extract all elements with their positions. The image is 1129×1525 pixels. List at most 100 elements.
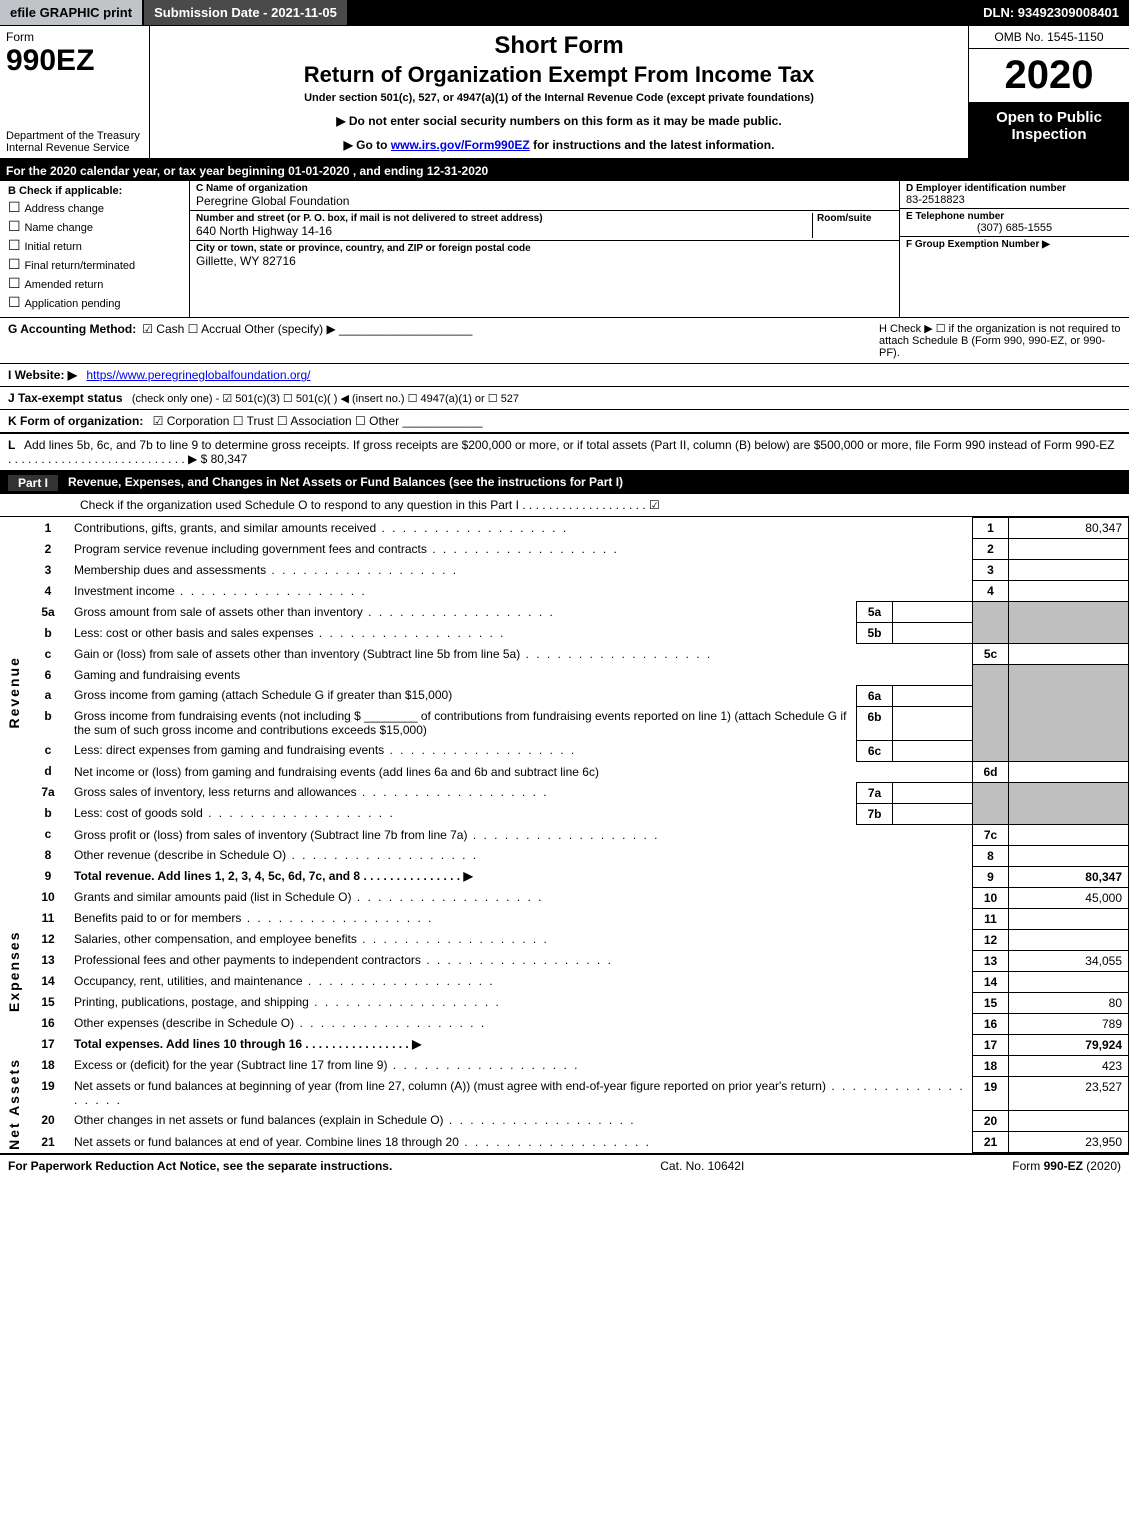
l19-rn: 19: [973, 1076, 1009, 1110]
l6d-desc: Net income or (loss) from gaming and fun…: [68, 761, 973, 782]
group-exemption-label: F Group Exemption Number ▶: [906, 239, 1123, 250]
group-exemption-cell: F Group Exemption Number ▶: [900, 237, 1129, 317]
row-j-body: (check only one) - ☑ 501(c)(3) ☐ 501(c)(…: [132, 393, 519, 405]
l3-rn: 3: [973, 560, 1009, 581]
tax-year: 2020: [969, 49, 1129, 103]
part1-label: Part I: [8, 475, 58, 491]
l5b-num: b: [28, 623, 68, 644]
address-label: Number and street (or P. O. box, if mail…: [196, 213, 808, 224]
l20-num: 20: [28, 1110, 68, 1131]
header-right: OMB No. 1545-1150 2020 Open to Public In…: [969, 26, 1129, 158]
l3-desc: Membership dues and assessments: [68, 560, 973, 581]
ein-label: D Employer identification number: [906, 183, 1123, 194]
row-k-body: ☑ Corporation ☐ Trust ☐ Association ☐ Ot…: [153, 414, 483, 428]
phone-value: (307) 685-1555: [906, 222, 1123, 234]
row-i: I Website: ▶ https//www.peregrineglobalf…: [0, 364, 1129, 387]
dept-label: Department of the Treasury Internal Reve…: [6, 130, 143, 154]
l6c-num: c: [28, 740, 68, 761]
city-label: City or town, state or province, country…: [196, 243, 893, 254]
section-a-text: For the 2020 calendar year, or tax year …: [6, 164, 488, 178]
l5ab-rn-shade: [973, 602, 1009, 644]
chk-initial-return[interactable]: Initial return: [8, 237, 181, 254]
l12-desc: Salaries, other compensation, and employ…: [68, 929, 973, 950]
l16-num: 16: [28, 1013, 68, 1034]
l6c-sc: 6c: [857, 740, 893, 761]
l21-desc: Net assets or fund balances at end of ye…: [68, 1132, 973, 1153]
l2-num: 2: [28, 539, 68, 560]
city-row: City or town, state or province, country…: [190, 241, 899, 270]
l21-rn: 21: [973, 1132, 1009, 1153]
l15-rn: 15: [973, 992, 1009, 1013]
row-k: K Form of organization: ☑ Corporation ☐ …: [0, 410, 1129, 434]
l21-num: 21: [28, 1132, 68, 1153]
chk-final-return[interactable]: Final return/terminated: [8, 256, 181, 273]
ein-value: 83-2518823: [906, 194, 1123, 206]
l1-desc: Contributions, gifts, grants, and simila…: [68, 518, 973, 539]
section-d-e-f: D Employer identification number 83-2518…: [899, 181, 1129, 317]
l2-rv: [1009, 539, 1129, 560]
l6b-desc: Gross income from fundraising events (no…: [68, 706, 857, 740]
l7b-sv: [893, 803, 973, 824]
info-block: B Check if applicable: Address change Na…: [0, 181, 1129, 318]
l6c-sv: [893, 740, 973, 761]
chk-amended-return[interactable]: Amended return: [8, 275, 181, 292]
l20-rv: [1009, 1110, 1129, 1131]
l16-rv: 789: [1009, 1013, 1129, 1034]
section-b-header: B Check if applicable:: [8, 185, 181, 197]
l12-rn: 12: [973, 929, 1009, 950]
l14-rn: 14: [973, 971, 1009, 992]
l12-num: 12: [28, 929, 68, 950]
submission-date-button[interactable]: Submission Date - 2021-11-05: [144, 0, 349, 25]
l5a-desc: Gross amount from sale of assets other t…: [68, 602, 857, 623]
l17-rv: 79,924: [1009, 1034, 1129, 1055]
l7b-desc: Less: cost of goods sold: [68, 803, 857, 824]
l14-num: 14: [28, 971, 68, 992]
l6b-num: b: [28, 706, 68, 740]
main-title: Return of Organization Exempt From Incom…: [158, 62, 960, 88]
row-i-label: I Website: ▶: [8, 368, 77, 382]
l18-rv: 423: [1009, 1055, 1129, 1076]
l5b-desc: Less: cost or other basis and sales expe…: [68, 623, 857, 644]
l17-desc-text: Total expenses. Add lines 10 through 16: [74, 1037, 302, 1051]
row-l-body: Add lines 5b, 6c, and 7b to line 9 to de…: [8, 438, 1115, 466]
l10-rv: 45,000: [1009, 887, 1129, 908]
l7c-num: c: [28, 824, 68, 845]
topbar-spacer: [349, 0, 973, 25]
l1-num: 1: [28, 518, 68, 539]
l5c-desc: Gain or (loss) from sale of assets other…: [68, 644, 973, 665]
form-number: 990EZ: [6, 44, 143, 78]
l19-desc: Net assets or fund balances at beginning…: [68, 1076, 973, 1110]
l6a-desc: Gross income from gaming (attach Schedul…: [68, 685, 857, 706]
l5b-sv: [893, 623, 973, 644]
chk-address-change[interactable]: Address change: [8, 199, 181, 216]
room-label: Room/suite: [817, 213, 893, 224]
l8-num: 8: [28, 845, 68, 866]
l7b-sc: 7b: [857, 803, 893, 824]
row-j: J Tax-exempt status (check only one) - ☑…: [0, 387, 1129, 410]
website-link[interactable]: https//www.peregrineglobalfoundation.org…: [86, 368, 310, 382]
header-mid: Short Form Return of Organization Exempt…: [150, 26, 969, 158]
org-name-label: C Name of organization: [196, 183, 893, 194]
side-revenue: Revenue: [0, 518, 28, 867]
footer-right: Form 990-EZ (2020): [1012, 1159, 1121, 1173]
irs-link[interactable]: www.irs.gov/Form990EZ: [391, 138, 530, 152]
note-goto: ▶ Go to www.irs.gov/Form990EZ for instru…: [158, 138, 960, 152]
chk-application-pending[interactable]: Application pending: [8, 294, 181, 311]
footer-form: 990-EZ: [1044, 1159, 1083, 1173]
short-form-title: Short Form: [158, 32, 960, 60]
l16-desc: Other expenses (describe in Schedule O): [68, 1013, 973, 1034]
l8-rv: [1009, 845, 1129, 866]
chk-name-change[interactable]: Name change: [8, 218, 181, 235]
l16-rn: 16: [973, 1013, 1009, 1034]
part1-title: Revenue, Expenses, and Changes in Net As…: [68, 475, 623, 491]
l19-rv: 23,527: [1009, 1076, 1129, 1110]
phone-label: E Telephone number: [906, 211, 1123, 222]
note2-post: for instructions and the latest informat…: [530, 138, 775, 152]
l21-rv: 23,950: [1009, 1132, 1129, 1153]
l6-desc: Gaming and fundraising events: [68, 665, 973, 686]
l18-rn: 18: [973, 1055, 1009, 1076]
efile-print-button[interactable]: efile GRAPHIC print: [0, 0, 144, 25]
l13-num: 13: [28, 950, 68, 971]
form-header: Form 990EZ Department of the Treasury In…: [0, 26, 1129, 161]
ein-cell: D Employer identification number 83-2518…: [900, 181, 1129, 209]
